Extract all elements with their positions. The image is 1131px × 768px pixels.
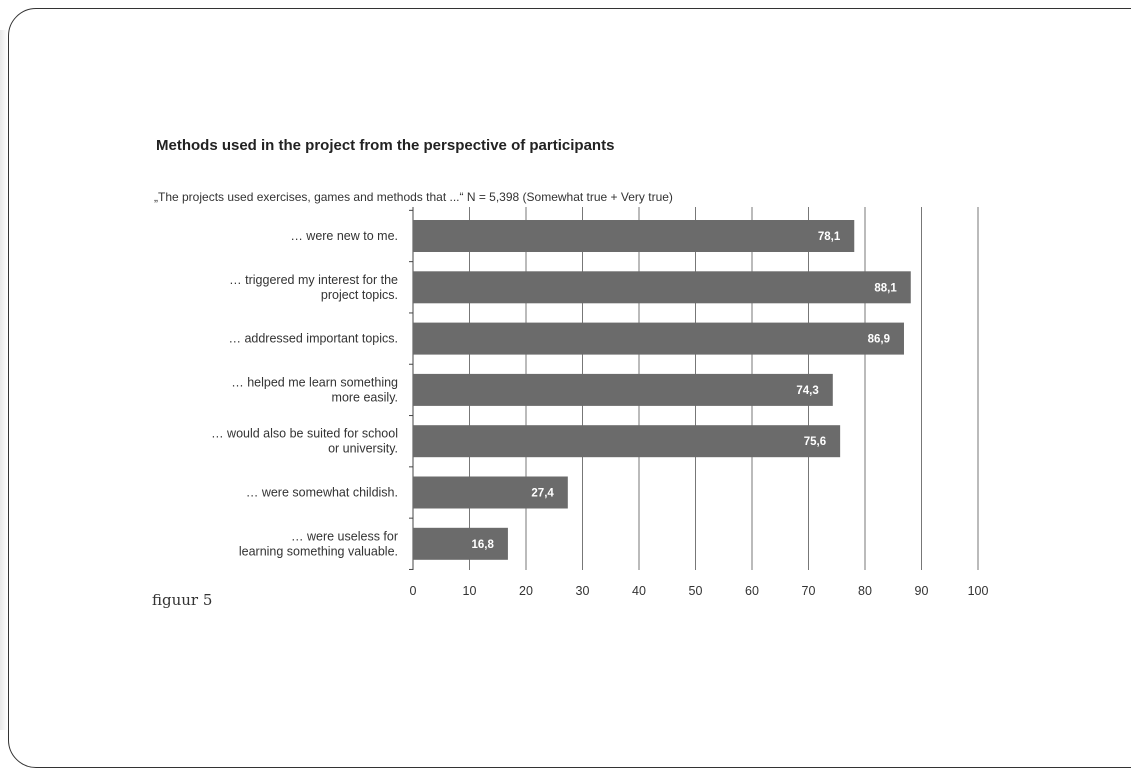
category-label: … were new to me.: [290, 229, 398, 243]
x-tick-label: 100: [968, 584, 989, 598]
x-tick-label: 20: [519, 584, 533, 598]
category-label: … helped me learn something: [231, 375, 398, 389]
x-tick-label: 40: [632, 584, 646, 598]
x-tick-label: 30: [576, 584, 590, 598]
data-label: 86,9: [868, 334, 890, 346]
data-label: 16,8: [472, 539, 495, 551]
category-label: … triggered my interest for the: [229, 273, 398, 287]
x-tick-label: 80: [858, 584, 872, 598]
bar: [413, 527, 508, 560]
bar: [413, 476, 568, 509]
chart-title: Methods used in the project from the per…: [156, 137, 615, 154]
bar: [413, 322, 904, 355]
data-label: 78,1: [818, 231, 841, 243]
data-label: 27,4: [531, 488, 554, 500]
bar-chart: 0 10 20 30 40 50 60 70 80 90 100 78,1 … were new to …: [211, 207, 989, 598]
bar: [413, 220, 855, 252]
category-label: … would also be suited for school: [211, 427, 398, 441]
x-tick-label: 70: [802, 584, 816, 598]
data-label: 75,6: [804, 436, 826, 448]
figure-label: figuur 5: [152, 591, 213, 609]
x-tick-label: 90: [915, 584, 929, 598]
x-tick-label: 0: [410, 584, 417, 598]
bar: [413, 373, 833, 406]
frame-shadow: [0, 30, 8, 730]
category-label: … were somewhat childish.: [246, 486, 398, 500]
x-tick-label: 10: [463, 584, 477, 598]
data-label: 74,3: [796, 385, 818, 397]
x-tick-label: 60: [745, 584, 759, 598]
category-label: or university.: [328, 442, 398, 456]
category-label: … addressed important topics.: [228, 332, 398, 346]
bar: [413, 271, 911, 304]
x-tick-label: 50: [689, 584, 703, 598]
data-label: 88,1: [874, 282, 897, 294]
bar: [413, 425, 841, 458]
category-label: … were useless for: [291, 529, 398, 543]
category-label: more easily.: [332, 390, 398, 404]
category-label: learning something valuable.: [239, 544, 398, 558]
chart-subtitle: „The projects used exercises, games and …: [154, 190, 673, 204]
category-label: project topics.: [321, 288, 398, 302]
